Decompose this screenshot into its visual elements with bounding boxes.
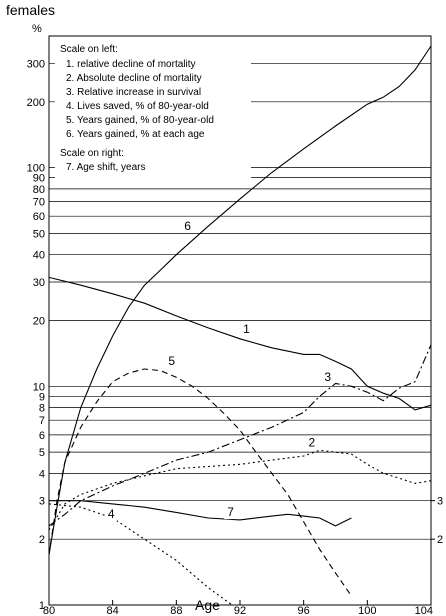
x-tick-label: 96	[298, 605, 310, 616]
y-tick-label: 100	[27, 163, 45, 175]
series-label-3: 3	[324, 370, 331, 384]
series-line-7	[49, 500, 352, 527]
series-label-6: 6	[184, 219, 191, 233]
y-tick-label: 80	[33, 184, 45, 196]
y-tick-label: 7	[39, 415, 45, 427]
legend-item-6: 6. Years gained, % at each age	[66, 129, 205, 140]
legend-box	[55, 40, 251, 178]
legend-item-4: 4. Lives saved, % of 80-year-old	[66, 101, 209, 112]
y-tick-label: 50	[33, 228, 45, 240]
series-label-bg	[240, 323, 253, 337]
y-tick-label: 60	[33, 211, 45, 223]
series-label-bg	[224, 506, 237, 520]
legend: Scale on left: 1. relative decline of mo…	[55, 40, 251, 178]
series-line-6	[48, 45, 432, 555]
legend-item-7: 7. Age shift, years	[66, 162, 146, 173]
y-axis-label: %	[32, 23, 42, 35]
y-tick-label: 20	[33, 316, 45, 328]
series-label-5: 5	[168, 354, 175, 368]
series-group: 1 2 3 4 5 6 7	[48, 45, 432, 606]
x-tick-label: 104	[415, 605, 433, 616]
x-tick-label: 84	[107, 605, 119, 616]
y-tick-label: 2	[39, 534, 45, 546]
y-axis-right: 23	[431, 496, 443, 546]
x-tick-label: 92	[234, 605, 246, 616]
series-label-bg	[321, 370, 334, 384]
series-label-bg	[165, 355, 178, 369]
legend-item-5: 5. Years gained, % of 80-year-old	[66, 115, 214, 126]
legend-item-2: 2. Absolute decline of mortality	[66, 73, 202, 84]
series-label-bg	[181, 219, 194, 233]
series-line-5	[48, 368, 352, 597]
y-tick-label: 6	[39, 430, 45, 442]
series-label-bg	[305, 436, 318, 450]
series-label-bg	[104, 507, 117, 521]
series-label-2: 2	[308, 436, 315, 450]
series-label-7: 7	[227, 505, 234, 519]
legend-item-3: 3. Relative increase in survival	[66, 87, 201, 98]
legend-heading-left: Scale on left:	[60, 44, 118, 55]
y-right-tick-label: 3	[437, 496, 443, 508]
x-tick-label: 100	[358, 605, 376, 616]
legend-heading-right: Scale on right:	[60, 148, 124, 159]
y-tick-label: 10	[33, 381, 45, 393]
x-tick-label: 80	[43, 605, 55, 616]
y-tick-label: 200	[27, 97, 45, 109]
y-tick-label: 8	[39, 403, 45, 415]
x-axis: 80 84 88 92 96 100 104	[43, 600, 433, 616]
y-tick-label: 70	[33, 197, 45, 209]
y-tick-label: 9	[39, 391, 45, 403]
series-line-3	[48, 344, 432, 527]
y-tick-label: 300	[27, 58, 45, 70]
series-label-4: 4	[108, 507, 115, 521]
series-label-1: 1	[243, 322, 250, 336]
y-tick-label: 90	[33, 173, 45, 185]
x-tick-label: 88	[170, 605, 182, 616]
y-tick-label: 5	[39, 447, 45, 459]
y-tick-label: 1	[39, 600, 45, 612]
y-tick-label: 30	[33, 277, 45, 289]
y-tick-label: 3	[39, 496, 45, 508]
chart-title: females	[6, 2, 55, 18]
legend-item-1: 1. relative decline of mortality	[66, 59, 196, 70]
series-line-4	[48, 503, 233, 606]
y-tick-label: 40	[33, 250, 45, 262]
series-line-2	[48, 449, 432, 531]
series-line-1	[48, 276, 432, 411]
y-tick-label: 4	[39, 468, 45, 480]
y-right-tick-label: 2	[437, 534, 443, 546]
